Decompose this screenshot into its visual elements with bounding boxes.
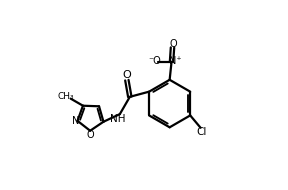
Text: N: N <box>71 116 79 126</box>
Text: Cl: Cl <box>196 127 207 137</box>
Text: NH: NH <box>110 114 126 124</box>
Text: CH₃: CH₃ <box>58 92 74 101</box>
Text: O: O <box>170 39 177 49</box>
Text: ⁻O: ⁻O <box>148 56 161 66</box>
Text: O: O <box>122 70 131 80</box>
Text: N⁺: N⁺ <box>169 56 182 66</box>
Text: O: O <box>87 130 94 139</box>
